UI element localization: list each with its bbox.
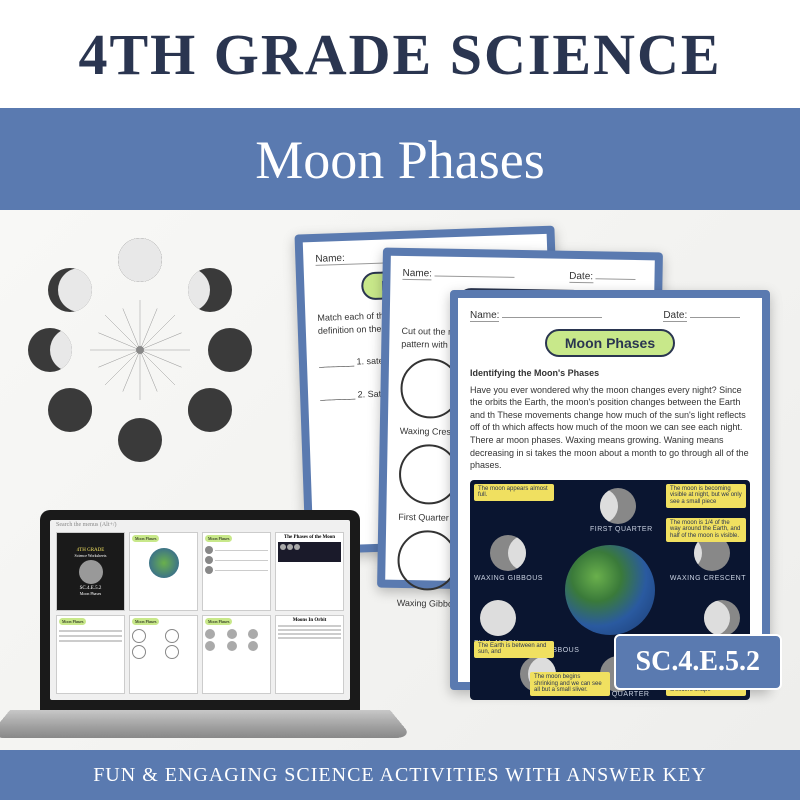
callout-tag: The moon is 1/4 of the way around the Ea…	[666, 518, 746, 542]
callout-tag: The moon begins shrinking and we can see…	[530, 672, 610, 696]
blank-circle-icon	[397, 530, 458, 591]
laptop-base	[0, 710, 413, 738]
product-cover: 4TH GRADE SCIENCE Moon Phases	[0, 0, 800, 800]
thumbnail: Moon Phases	[129, 532, 198, 611]
callout-tag: The Earth is between and sun, and	[474, 641, 554, 658]
section-heading: Identifying the Moon's Phases	[470, 367, 750, 380]
thumbnail: Moon Phases	[56, 615, 125, 694]
worksheet-title-pill: Moon Phases	[545, 329, 675, 357]
moon-icon	[600, 488, 636, 524]
moon-icon	[490, 535, 526, 571]
moon-phase-icon	[118, 238, 162, 282]
thumbnail: Moon Phases	[202, 615, 271, 694]
moon-phase-icon	[118, 418, 162, 462]
moon-phase-diagram	[30, 240, 250, 460]
header-band: Moon Phases	[0, 110, 800, 210]
thumbnail: 4TH GRADE Science Worksheets SC.4.E.5.2 …	[56, 532, 125, 611]
thumbnail: Moon Phases	[129, 615, 198, 694]
moon-phase-icon	[208, 328, 252, 372]
moon-icon	[704, 600, 740, 636]
body-paragraph: Have you ever wondered why the moon chan…	[470, 384, 750, 472]
moon-phase-icon	[188, 388, 232, 432]
standard-code-badge: SC.4.E.5.2	[614, 634, 782, 690]
header-top: 4TH GRADE SCIENCE	[0, 0, 800, 110]
content-area: Name: Moon Phases Match each of the the …	[0, 210, 800, 750]
laptop-screen: 4TH GRADE Science Worksheets SC.4.E.5.2 …	[40, 510, 360, 710]
callout-tag: The moon appears almost full.	[474, 484, 554, 501]
moon-icon	[79, 560, 103, 584]
thumbnail: The Phases of the Moon	[275, 532, 344, 611]
laptop-mockup: 4TH GRADE Science Worksheets SC.4.E.5.2 …	[10, 510, 390, 760]
main-title: 4TH GRADE SCIENCE	[78, 21, 721, 88]
moon-phase-icon	[28, 328, 72, 372]
subtitle: Moon Phases	[255, 129, 545, 191]
thumbnail: Moons In Orbit	[275, 615, 344, 694]
slide-thumbnails: 4TH GRADE Science Worksheets SC.4.E.5.2 …	[50, 520, 350, 700]
moon-icon	[480, 600, 516, 636]
thumbnail: Moon Phases	[202, 532, 271, 611]
moon-phase-icon	[48, 388, 92, 432]
earth-icon	[565, 545, 655, 635]
worksheet-front: Name: Date: Moon Phases Identifying the …	[450, 290, 770, 690]
moon-phase-icon	[188, 268, 232, 312]
callout-tag: The moon is becoming visible at night, b…	[666, 484, 746, 508]
footer-text: FUN & ENGAGING SCIENCE ACTIVITIES WITH A…	[93, 764, 707, 787]
moon-phase-icon	[48, 268, 92, 312]
